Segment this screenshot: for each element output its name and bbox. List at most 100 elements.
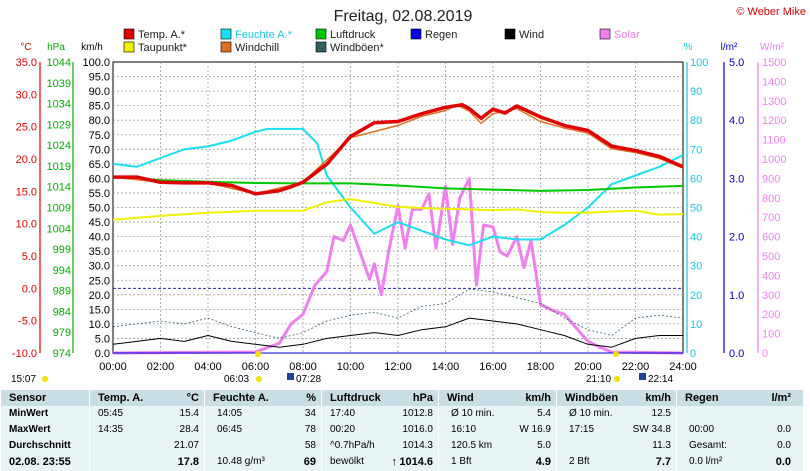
row-label-max: MaxWert <box>9 424 51 435</box>
sun-now-icon <box>42 376 48 382</box>
col-pressure: Luftdruck hPa 17:40 1012.8 00:20 1016.0 ^0.… <box>321 390 439 471</box>
solar-tick-7: 800 <box>762 193 780 205</box>
rain-unit: l/m² <box>721 42 738 53</box>
x-tick-3: 06:00 <box>242 361 270 373</box>
weather-chart: Freitag, 02.08.2019 © Weber Mike °C hPa … <box>11 6 806 385</box>
solar-tick-15: 0 <box>762 348 768 360</box>
rain-tick-1: 4.0 <box>729 115 744 127</box>
wind-tick-4: 80.0 <box>89 115 110 127</box>
wind-avg-label: Ø 10 min. <box>451 408 495 419</box>
rain-tick-2: 3.0 <box>729 173 744 185</box>
rain-tick-5: 0.0 <box>729 348 744 360</box>
wind-max-time: 16:10 <box>451 424 477 435</box>
wind-now-value: 4.9 <box>535 456 551 468</box>
pressure-tick-9: 999 <box>53 244 71 256</box>
gusts-header-unit: km/h <box>645 392 671 404</box>
sunrise-time: 06:03 <box>224 374 249 385</box>
temp-tick-5: 10.0 <box>16 219 37 231</box>
solar-tick-6: 900 <box>762 173 780 185</box>
x-tick-10: 20:00 <box>574 361 602 373</box>
chart-title: Freitag, 02.08.2019 <box>334 8 473 25</box>
x-tick-8: 16:00 <box>479 361 507 373</box>
legend-label-7: Windchill <box>235 42 279 54</box>
temp-tick-1: 30.0 <box>16 89 37 101</box>
wind-tick-16: 20.0 <box>89 290 110 302</box>
x-tick-2: 04:00 <box>194 361 222 373</box>
wind-tick-14: 30.0 <box>89 261 110 273</box>
sunrise-icon <box>256 376 262 382</box>
humidity-max-time: 06:45 <box>217 424 243 435</box>
humidity-tick-8: 20 <box>690 290 702 302</box>
solar-tick-13: 200 <box>762 309 780 321</box>
gusts-avg-value: 11.3 <box>652 440 671 451</box>
legend-swatch-5 <box>599 28 611 40</box>
pressure-tick-7: 1009 <box>47 203 71 215</box>
wind-tick-0: 100.0 <box>82 57 110 69</box>
temp-tick-8: -5.0 <box>18 316 37 328</box>
wind-tick-18: 10.0 <box>89 319 110 331</box>
wind-tick-6: 70.0 <box>89 144 110 156</box>
x-tick-11: 22:00 <box>622 361 650 373</box>
rain-total-label: Gesamt: <box>689 440 727 451</box>
pressure-tick-0: 1044 <box>47 57 71 69</box>
pressure-tick-11: 989 <box>53 286 71 298</box>
pressure-tick-12: 984 <box>53 306 71 318</box>
legend-swatch-1 <box>220 28 232 40</box>
legend-label-4: Wind <box>519 29 544 41</box>
pressure-tick-10: 994 <box>53 265 71 277</box>
humidity-tick-0: 100 <box>690 57 708 69</box>
pressure-tick-1: 1039 <box>47 78 71 90</box>
legend-swatch-4 <box>504 28 516 40</box>
pressure-tick-14: 974 <box>53 348 71 360</box>
wind-avg-value: 5.0 <box>537 440 551 451</box>
legend-label-8: Windböen* <box>330 42 385 54</box>
series-solar <box>112 176 684 355</box>
humidity-abs: 10.48 g/m³ <box>217 456 265 467</box>
series-group <box>112 102 684 355</box>
wind-tick-20: 0.0 <box>95 348 110 360</box>
row-label-min: MinWert <box>9 408 49 419</box>
row-label-avg: Durchschnitt <box>9 440 71 451</box>
wind-bft: 1 Bft <box>451 456 472 467</box>
wind-header-unit: km/h <box>525 392 551 404</box>
wind-tick-3: 85.0 <box>89 101 110 113</box>
wind-tick-12: 40.0 <box>89 232 110 244</box>
pressure-min-time: 17:40 <box>330 408 356 419</box>
wind-tick-9: 55.0 <box>89 188 110 200</box>
solar-tick-9: 600 <box>762 232 780 244</box>
solar-tick-14: 100 <box>762 329 780 341</box>
col-humidity: Feuchte A.% 14:05 34 06:45 78 58 10.48 g/m… <box>204 390 322 471</box>
pressure-now-value: 1014.6 <box>399 456 433 468</box>
temp-max-time: 14:35 <box>98 424 124 435</box>
rain-header: Regen <box>685 392 719 404</box>
x-tick-9: 18:00 <box>527 361 555 373</box>
x-tick-12: 24:00 <box>669 361 697 373</box>
wind-tick-15: 25.0 <box>89 275 110 287</box>
legend-swatch-8 <box>315 41 327 53</box>
humidity-tick-6: 40 <box>690 232 702 244</box>
solar-unit: W/m² <box>760 42 785 53</box>
pressure-max-value: 1016.0 <box>402 424 433 435</box>
temp-unit: °C <box>20 42 31 53</box>
legend-label-3: Regen <box>425 29 457 41</box>
gusts-avg-label: Ø 10 min. <box>569 408 613 419</box>
sun-markers: 15:07 06:03 07:28 21:10 22:14 <box>11 351 673 385</box>
gusts-header: Windböen <box>565 392 619 404</box>
temp-tick-7: 0.0 <box>22 283 37 295</box>
series-wind <box>112 317 683 348</box>
pressure-tick-8: 1004 <box>47 223 71 235</box>
wind-tick-7: 65.0 <box>89 159 110 171</box>
pressure-tick-4: 1024 <box>47 140 71 152</box>
solar-tick-3: 1200 <box>762 115 786 127</box>
wind-tick-17: 15.0 <box>89 304 110 316</box>
humidity-tick-1: 90 <box>690 86 702 98</box>
wind-tick-1: 95.0 <box>89 72 110 84</box>
gusts-bft: 2 Bft <box>569 456 590 467</box>
temp-tick-9: -10.0 <box>12 348 37 360</box>
legend-swatch-3 <box>410 28 422 40</box>
rise-icon-time: 07:28 <box>296 374 321 385</box>
sunrise-axis-marker <box>255 351 261 357</box>
solar-tick-12: 300 <box>762 290 780 302</box>
gusts-max-time: 17:15 <box>569 424 595 435</box>
temp-header-unit: °C <box>186 392 199 404</box>
